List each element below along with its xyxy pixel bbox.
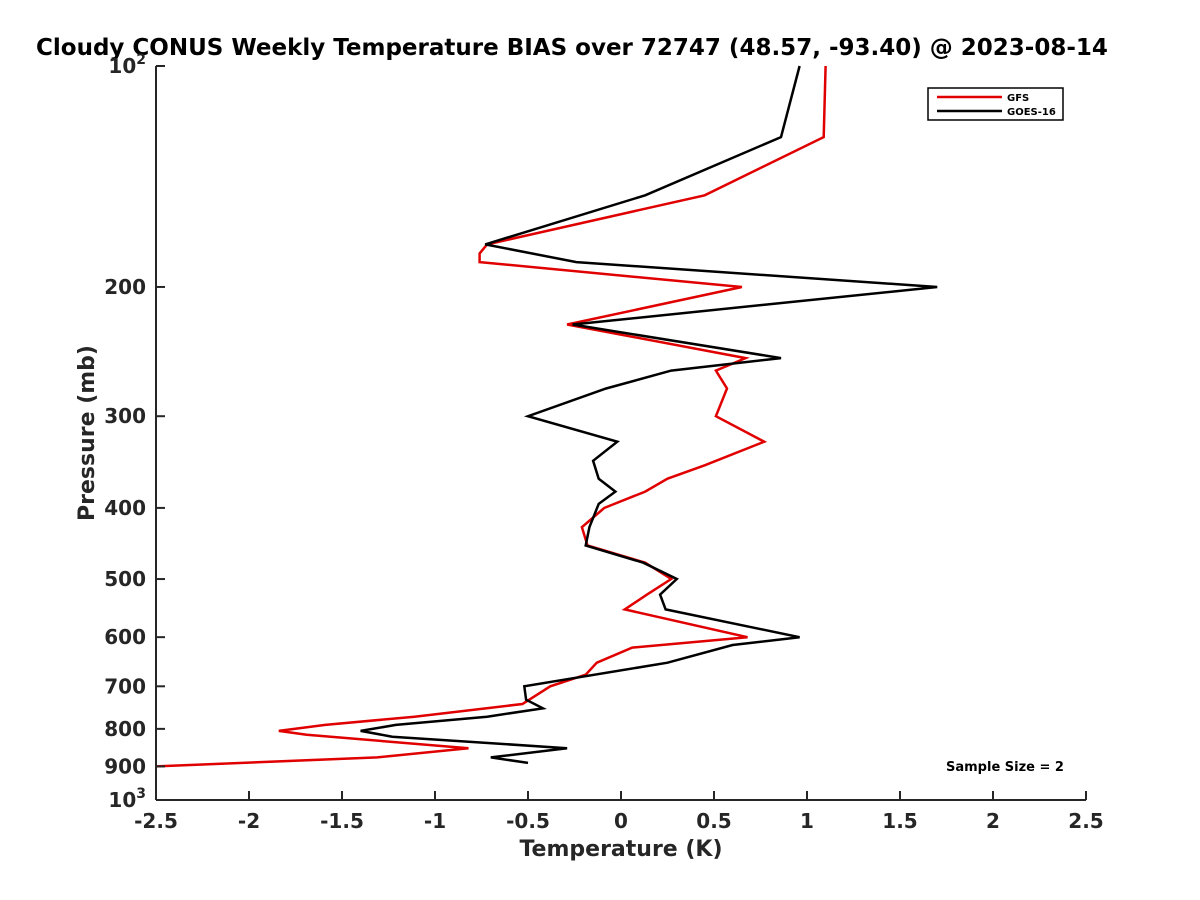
y-tick-label: 500 [104,567,146,591]
legend-label-goes16: GOES-16 [1007,107,1056,118]
y-tick-label: 300 [104,404,146,428]
sample-size-annotation: Sample Size = 2 [946,760,1064,775]
y-axis-ticks: 102 200 300 400 500 600 700 800 900 103 [104,52,165,812]
x-tick-label: 1 [800,809,814,833]
x-tick-label: 0 [614,809,628,833]
x-axis-ticks: -2.5 -2 -1.5 -1 -0.5 0 0.5 1 1.5 2 2.5 [134,791,1104,833]
y-tick-label: 900 [104,754,146,778]
y-tick-label: 103 [108,786,146,812]
x-tick-label: 0.5 [696,809,731,833]
y-tick-label: 400 [104,496,146,520]
y-tick-label: 700 [104,674,146,698]
chart-title: Cloudy CONUS Weekly Temperature BIAS ove… [36,35,1108,61]
x-tick-label: -1.5 [320,809,364,833]
plot-lines [155,65,938,768]
x-tick-label: -1 [424,809,446,833]
series-line-goes16 [360,65,938,765]
x-tick-label: 2.5 [1068,809,1103,833]
x-tick-label: 2 [986,809,1000,833]
x-tick-label: -2 [238,809,260,833]
y-axis-label: Pressure (mb) [75,345,100,521]
legend: GFS GOES-16 [927,87,1064,121]
y-tick-label: 102 [108,52,146,78]
legend-label-gfs: GFS [1007,93,1029,104]
y-tick-label: 200 [104,275,146,299]
x-tick-label: -0.5 [506,809,550,833]
y-tick-label: 800 [104,717,146,741]
y-tick-label: 600 [104,625,146,649]
x-tick-label: -2.5 [134,809,178,833]
series-line-gfs [155,65,827,768]
x-axis-label: Temperature (K) [519,837,722,862]
x-tick-label: 1.5 [882,809,917,833]
legend-box [927,87,1064,121]
